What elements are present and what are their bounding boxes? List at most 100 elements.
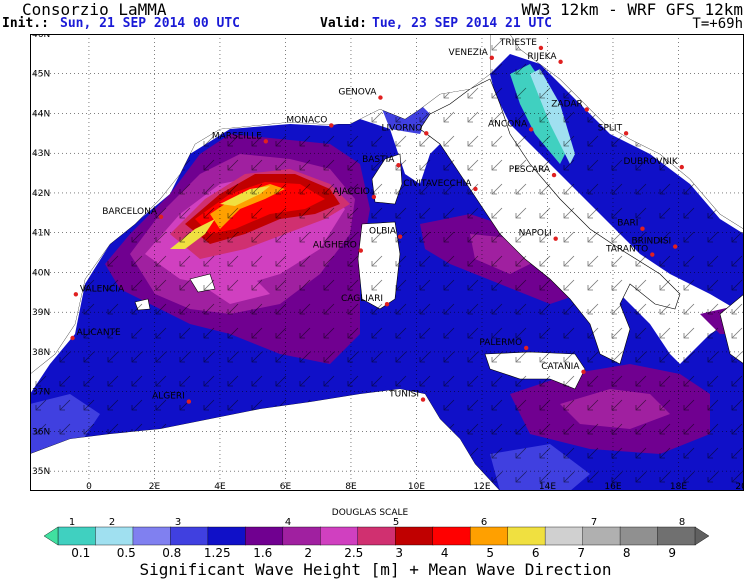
city-label: ALGHERO [313, 241, 357, 251]
city-dot [378, 95, 383, 100]
lon-label: 8E [345, 482, 357, 491]
lat-label: 45N [32, 70, 50, 80]
douglas-numbers: 1 2 3 4 5 6 7 8 [69, 517, 685, 528]
city-label: NAPOLI [519, 229, 552, 239]
city-dot [473, 186, 478, 192]
city-label: ALICANTE [77, 328, 121, 338]
colorbar-segment [432, 526, 471, 546]
city-label: ANCONA [488, 119, 528, 129]
colorbar-segment [469, 526, 509, 546]
city-label: VALENCIA [80, 284, 125, 294]
graticule [30, 34, 744, 491]
douglas-number: 1 [69, 517, 75, 528]
city-label: CIVITAVECCHIA [403, 179, 472, 189]
lat-label: 41N [32, 229, 50, 239]
colorbar-segment [657, 526, 696, 546]
lat-label: 42N [32, 189, 50, 199]
colorbar-segment [282, 526, 321, 546]
colorbar-segment [207, 526, 247, 546]
city-dot [329, 123, 334, 128]
lon-label: 14E [539, 482, 556, 491]
lead-time: T=+69h [692, 16, 743, 32]
city-dot [186, 399, 192, 404]
init-value: Sun, 21 SEP 2014 00 UTC [60, 16, 241, 31]
org-title: Consorzio LaMMA [22, 0, 167, 19]
city-dot [558, 59, 563, 65]
lon-label: 6E [280, 482, 292, 491]
city-label: BASTIA [362, 155, 395, 165]
douglas-number: 8 [679, 517, 685, 528]
city-dot [640, 226, 645, 231]
colorbar-segment [357, 526, 396, 546]
valid-value: Tue, 23 SEP 2014 21 UTC [372, 16, 553, 31]
city-dot [679, 164, 684, 170]
colorbar-segment [619, 526, 659, 546]
lat-label: 40N [32, 268, 50, 278]
city-label: MARSEILLE [212, 131, 262, 141]
city-label: TRIESTE [499, 38, 537, 48]
city-label: GENOVA [338, 88, 377, 98]
city-dot [70, 335, 75, 341]
city-label: SPLIT [598, 123, 623, 133]
city-dot [489, 55, 495, 61]
legend: DOUGLAS SCALE 1 2 3 4 5 6 7 8 0.1 0.5 0.8 1.25 1.6 2… [43, 508, 710, 560]
lat-label: 38N [32, 348, 50, 358]
init-label: Init.: [2, 16, 49, 31]
lat-label: 35N [32, 467, 50, 477]
colorbar-max-arrow [694, 526, 710, 546]
lon-label: 18E [670, 482, 687, 491]
colorbar-tick-label: 3 [395, 546, 403, 560]
city-label: TUNISI [388, 390, 419, 400]
city-dot [623, 131, 629, 136]
map-frame [30, 34, 744, 491]
city-dot [384, 302, 390, 307]
colorbar-segment [245, 526, 284, 546]
header: Consorzio LaMMA WW3 12km - WRF GFS 12km … [0, 0, 751, 34]
city-label: OLBIA [369, 227, 397, 237]
colorbar-segment [57, 526, 97, 546]
city-label: RIJEKA [527, 52, 557, 62]
city-label: CATANIA [541, 362, 580, 372]
city-dot [397, 234, 403, 239]
city-label: DUBROVNIK [623, 157, 678, 167]
city-dot [581, 369, 586, 374]
douglas-number: 5 [393, 517, 399, 528]
city-dot [424, 131, 429, 136]
city-dot [420, 397, 426, 402]
douglas-number: 7 [591, 517, 597, 528]
colorbar-segment [320, 526, 359, 546]
city-dot [650, 252, 655, 257]
lon-label: 12E [473, 482, 490, 491]
lat-label: 36N [32, 427, 50, 437]
colorbar-tick-label: 1.25 [204, 546, 231, 560]
city-label: PALERMO [479, 338, 522, 348]
colorbar-tick-label: 0.5 [117, 546, 136, 560]
lon-label: 4E [214, 482, 226, 491]
city-dot [538, 45, 544, 51]
colorbar-tick-label: 9 [668, 546, 676, 560]
colorbar-tick-label: 4 [441, 546, 449, 560]
lon-label: 10E [408, 482, 425, 491]
douglas-number: 6 [481, 517, 487, 528]
douglas-number: 4 [285, 517, 291, 528]
city-dot [358, 248, 363, 253]
lon-label: 0 [86, 482, 92, 491]
lat-label: 39N [32, 308, 50, 318]
colorbar-segment [95, 526, 134, 546]
colorbar-tick-label: 5 [486, 546, 494, 560]
douglas-number: 2 [109, 517, 115, 528]
colorbar-segment [132, 526, 172, 546]
city-dot [158, 214, 164, 219]
douglas-number: 3 [175, 517, 181, 528]
city-dot [396, 162, 401, 168]
city-dot [673, 244, 678, 249]
city-label: AJACCIO [333, 187, 370, 197]
city-dot [584, 107, 589, 112]
city-label: LIVORNO [381, 123, 422, 133]
lat-label: 37N [32, 388, 50, 398]
city-label: VENEZIA [449, 48, 489, 58]
city-label: PESCARA [509, 165, 551, 175]
city-dot [73, 292, 79, 297]
city-dot [371, 194, 377, 200]
colorbar [43, 526, 710, 546]
